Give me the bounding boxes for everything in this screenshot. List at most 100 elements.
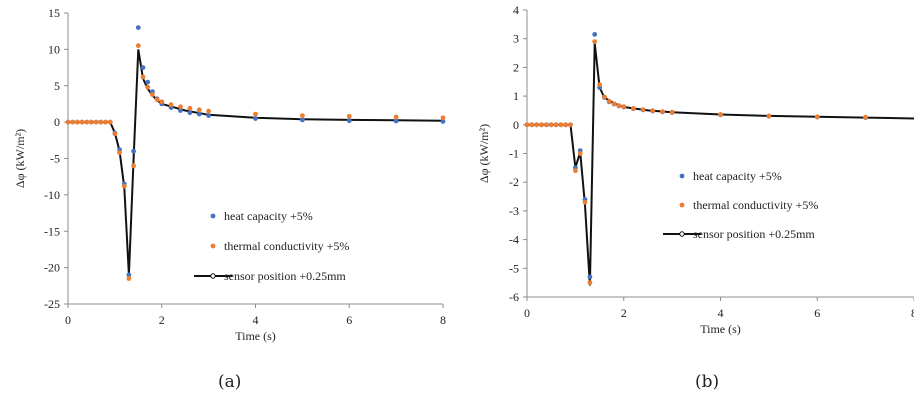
point-heat-capacity: [140, 65, 146, 70]
y-tick-label: 1: [513, 89, 519, 103]
point-thermal-conductivity: [616, 103, 622, 108]
y-tick-label: -25: [44, 297, 60, 311]
point-thermal-conductivity: [93, 119, 99, 125]
point-thermal-conductivity: [558, 122, 564, 128]
x-axis-label: Time (s): [235, 329, 276, 343]
point-thermal-conductivity: [393, 114, 399, 120]
legend-dot-swatch: [210, 213, 216, 219]
point-thermal-conductivity: [606, 98, 612, 104]
point-heat-capacity: [178, 108, 183, 113]
point-thermal-conductivity: [135, 43, 141, 49]
y-axis-label: Δφ (kW/m²): [13, 129, 27, 188]
y-tick-label: 15: [48, 6, 60, 20]
legend-label: thermal conductivity +5%: [224, 239, 349, 253]
y-tick-label: -5: [50, 152, 60, 166]
point-thermal-conductivity: [98, 119, 104, 125]
point-thermal-conductivity: [611, 101, 617, 107]
series-line-sensor-position: [527, 42, 914, 286]
point-thermal-conductivity: [660, 109, 665, 114]
point-thermal-conductivity: [631, 106, 636, 111]
point-thermal-conductivity: [640, 107, 646, 112]
point-thermal-conductivity: [70, 119, 76, 125]
point-heat-capacity: [393, 118, 399, 124]
x-tick-label: 8: [440, 313, 446, 327]
point-thermal-conductivity: [573, 168, 578, 174]
point-thermal-conductivity: [159, 99, 165, 105]
point-thermal-conductivity: [597, 82, 602, 87]
point-thermal-conductivity: [112, 131, 118, 137]
point-heat-capacity: [346, 118, 352, 124]
chart-b: 4 3 2 1 0 -1 -2 -3 -4 -5 -6 0 2 4 6 8 Time (s) Δφ (kW/m²)…: [477, 3, 914, 336]
point-heat-capacity: [587, 274, 593, 280]
y-tick-label: -20: [44, 261, 60, 275]
point-thermal-conductivity: [107, 119, 113, 125]
y-tick-label: -5: [509, 261, 519, 275]
y-tick-label: -15: [44, 224, 60, 238]
point-thermal-conductivity: [529, 122, 535, 128]
point-thermal-conductivity: [346, 113, 352, 119]
point-thermal-conductivity: [563, 122, 569, 128]
y-tick-label: 10: [48, 42, 60, 56]
point-heat-capacity: [187, 110, 193, 116]
point-thermal-conductivity: [863, 114, 868, 120]
x-tick-label: 6: [346, 313, 352, 327]
point-heat-capacity: [126, 272, 132, 278]
x-tick-label: 0: [65, 313, 71, 327]
point-thermal-conductivity: [154, 97, 160, 102]
point-thermal-conductivity: [669, 109, 675, 115]
point-thermal-conductivity: [577, 151, 583, 156]
point-thermal-conductivity: [65, 119, 71, 125]
legend-label: sensor position +0.25mm: [224, 269, 346, 283]
point-thermal-conductivity: [206, 108, 212, 114]
legend-label: thermal conductivity +5%: [693, 198, 818, 212]
legend-label: heat capacity +5%: [693, 169, 782, 183]
point-heat-capacity: [135, 25, 141, 30]
point-thermal-conductivity: [650, 108, 656, 114]
legend-dot-swatch: [679, 173, 685, 179]
point-thermal-conductivity: [766, 113, 772, 119]
y-tick-label: 2: [513, 60, 519, 74]
y-tick-label: -1: [509, 147, 519, 161]
y-tick-label: -2: [509, 175, 519, 189]
point-thermal-conductivity: [126, 276, 132, 281]
y-tick-label: 0: [54, 115, 60, 129]
y-tick-label: 4: [513, 3, 519, 17]
x-axis-label: Time (s): [700, 322, 741, 336]
y-tick-label: -10: [44, 188, 60, 202]
point-thermal-conductivity: [440, 115, 446, 121]
legend-label: heat capacity +5%: [224, 209, 313, 223]
point-heat-capacity: [145, 79, 151, 85]
point-thermal-conductivity: [103, 119, 108, 125]
point-thermal-conductivity: [602, 94, 607, 100]
point-thermal-conductivity: [75, 119, 80, 125]
y-tick-label: -6: [509, 290, 519, 304]
y-tick-label: -3: [509, 204, 519, 218]
point-thermal-conductivity: [814, 114, 820, 120]
point-thermal-conductivity: [544, 122, 549, 128]
point-heat-capacity: [300, 117, 305, 123]
point-thermal-conductivity: [253, 111, 258, 117]
point-thermal-conductivity: [121, 183, 127, 189]
caption-a: (a): [218, 372, 242, 392]
caption-b: (b): [695, 372, 720, 392]
point-heat-capacity: [131, 148, 137, 154]
point-thermal-conductivity: [524, 122, 530, 128]
point-heat-capacity: [253, 116, 258, 121]
point-thermal-conductivity: [117, 150, 122, 156]
point-thermal-conductivity: [548, 122, 554, 128]
point-thermal-conductivity: [150, 92, 155, 97]
legend-line-marker: [679, 231, 685, 237]
point-thermal-conductivity: [196, 107, 202, 113]
point-heat-capacity: [206, 113, 212, 118]
point-thermal-conductivity: [178, 104, 183, 110]
point-thermal-conductivity: [168, 102, 174, 108]
legend-label: sensor position +0.25mm: [693, 227, 815, 241]
point-thermal-conductivity: [568, 122, 573, 128]
x-tick-label: 6: [814, 306, 820, 320]
x-tick-label: 0: [524, 306, 530, 320]
point-thermal-conductivity: [89, 119, 94, 125]
point-thermal-conductivity: [621, 104, 627, 110]
point-thermal-conductivity: [718, 112, 723, 117]
point-thermal-conductivity: [131, 163, 137, 169]
